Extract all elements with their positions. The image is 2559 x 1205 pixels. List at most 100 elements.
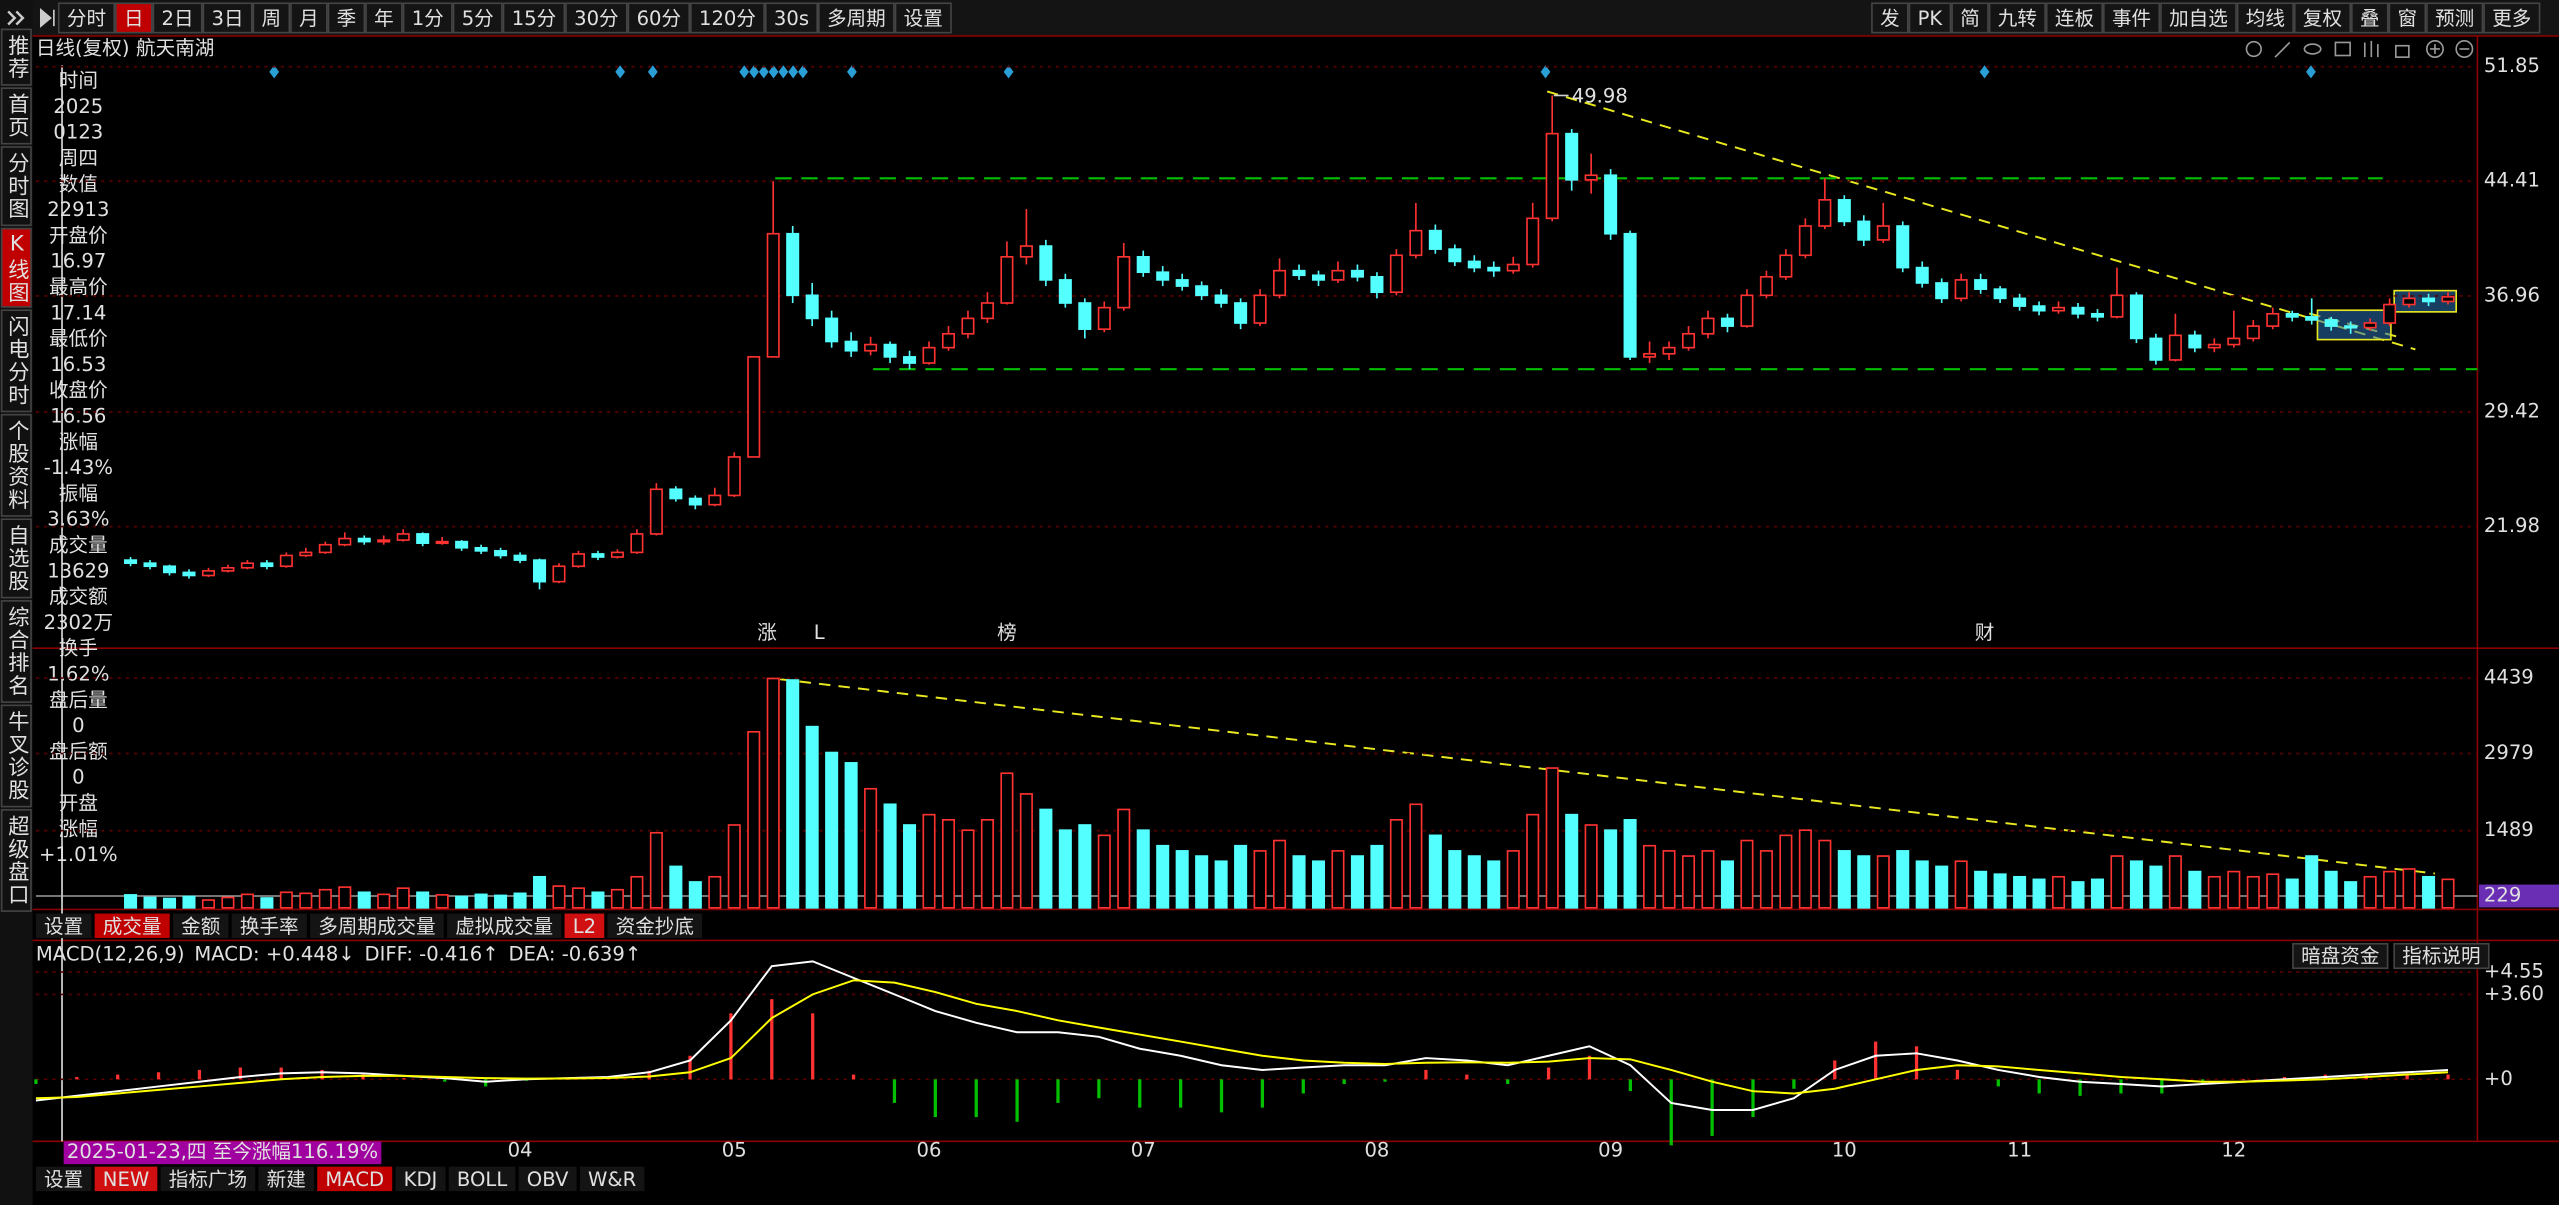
volume-tab-bg[interactable] bbox=[564, 913, 605, 939]
toolbar-item[interactable]: 3日 bbox=[212, 7, 244, 30]
event-diamond[interactable] bbox=[269, 65, 280, 79]
volume-tab-bg[interactable] bbox=[35, 913, 92, 939]
sidebar-item-bg[interactable] bbox=[0, 809, 32, 912]
toolbar-item-bg[interactable] bbox=[365, 2, 403, 34]
toolbar-item[interactable]: 120分 bbox=[699, 7, 756, 30]
toolbar-item[interactable]: 九转 bbox=[1998, 7, 2037, 30]
toolbar-item-bg[interactable] bbox=[502, 2, 566, 34]
volume-tab[interactable]: 多周期成交量 bbox=[318, 915, 435, 938]
toolbar-item[interactable]: 简 bbox=[1960, 7, 1980, 30]
toolbar-item-bg[interactable] bbox=[327, 2, 366, 34]
volume-tab[interactable]: 虚拟成交量 bbox=[455, 915, 553, 938]
event-diamond[interactable] bbox=[739, 65, 750, 79]
play-icon[interactable] bbox=[39, 8, 55, 28]
event-diamond[interactable] bbox=[1540, 65, 1551, 79]
toolbar-item[interactable]: 发 bbox=[1880, 7, 1900, 30]
event-diamond[interactable] bbox=[749, 65, 759, 79]
indicator-tab[interactable]: W&R bbox=[588, 1168, 637, 1191]
toolbar-item[interactable]: 季 bbox=[337, 7, 357, 30]
indicator-tab-bg[interactable] bbox=[518, 1166, 577, 1192]
volume-tab[interactable]: 设置 bbox=[44, 915, 83, 938]
sidebar-item-bg[interactable] bbox=[0, 413, 32, 517]
toolbar-item[interactable]: 30分 bbox=[574, 7, 618, 30]
sidebar-item[interactable]: 闪电分时 bbox=[4, 315, 29, 407]
toolbar-item[interactable]: 均线 bbox=[2246, 7, 2285, 30]
sidebar-item[interactable]: 超级盘口 bbox=[4, 814, 29, 906]
sidebar-item-bg[interactable] bbox=[0, 227, 32, 308]
event-diamond[interactable] bbox=[1979, 65, 1990, 79]
event-diamond[interactable] bbox=[798, 65, 808, 79]
toolbar-item[interactable]: 1分 bbox=[412, 7, 444, 30]
volume-tab-bg[interactable] bbox=[310, 913, 444, 939]
volume-tab-bg[interactable] bbox=[447, 913, 562, 939]
volume-tab-bg[interactable] bbox=[607, 913, 703, 939]
indicator-tab-bg[interactable] bbox=[94, 1166, 158, 1192]
toolbar-item[interactable]: 多周期 bbox=[827, 7, 886, 30]
indicator-tab[interactable]: KDJ bbox=[404, 1168, 438, 1191]
volume-tab-bg[interactable] bbox=[94, 913, 170, 939]
indicator-tab-bg[interactable] bbox=[35, 1166, 92, 1192]
event-marker[interactable]: 涨 bbox=[757, 621, 777, 644]
toolbar-item-bg[interactable] bbox=[1988, 2, 2046, 34]
indicator-tab[interactable]: BOLL bbox=[457, 1168, 507, 1191]
toolbar-item-bg[interactable] bbox=[565, 2, 628, 34]
macd-button-bg[interactable] bbox=[2292, 942, 2389, 970]
event-diamond[interactable] bbox=[758, 65, 769, 79]
sidebar-item-bg[interactable] bbox=[0, 146, 32, 227]
event-diamond[interactable] bbox=[847, 65, 857, 79]
toolbar-item[interactable]: 日 bbox=[124, 7, 144, 30]
toolbar-item[interactable]: 叠 bbox=[2360, 7, 2380, 30]
toolbar-item[interactable]: 复权 bbox=[2303, 7, 2342, 30]
toolbar-item-bg[interactable] bbox=[290, 2, 328, 34]
macd-button[interactable]: 暗盘资金 bbox=[2301, 944, 2380, 967]
toolbar-item[interactable]: 预测 bbox=[2435, 7, 2474, 30]
sidebar-item[interactable]: 牛叉诊股 bbox=[4, 710, 29, 802]
indicator-tab-bg[interactable] bbox=[395, 1166, 446, 1192]
toolbar-item-bg[interactable] bbox=[2483, 2, 2541, 34]
indicator-tab[interactable]: MACD bbox=[325, 1168, 384, 1191]
event-diamond[interactable] bbox=[788, 65, 799, 79]
volume-tab[interactable]: 金额 bbox=[181, 915, 221, 938]
toolbar-item[interactable]: 设置 bbox=[904, 7, 943, 30]
toolbar-item[interactable]: 15分 bbox=[512, 7, 556, 30]
sidebar-item[interactable]: K线图 bbox=[4, 232, 29, 304]
toolbar-item[interactable]: 月 bbox=[299, 7, 319, 30]
toolbar-item-bg[interactable] bbox=[894, 2, 952, 34]
sidebar-item[interactable]: 综合排名 bbox=[4, 605, 29, 697]
indicator-tab[interactable]: 新建 bbox=[267, 1168, 306, 1191]
toolbar-item[interactable]: 连板 bbox=[2055, 7, 2094, 30]
toolbar-item[interactable]: 60分 bbox=[637, 7, 681, 30]
volume-tab[interactable]: 成交量 bbox=[103, 915, 162, 938]
sidebar-item[interactable]: 个股资料 bbox=[4, 420, 29, 511]
chart-tools[interactable] bbox=[2245, 40, 2474, 58]
event-diamond[interactable] bbox=[1003, 65, 1014, 79]
toolbar-item-bg[interactable] bbox=[1871, 2, 1909, 34]
toolbar-item-bg[interactable] bbox=[452, 2, 503, 34]
indicator-tab-bg[interactable] bbox=[258, 1166, 314, 1192]
toolbar-item-bg[interactable] bbox=[202, 2, 253, 34]
toolbar-item-bg[interactable] bbox=[764, 2, 819, 34]
toolbar-item-bg[interactable] bbox=[252, 2, 291, 34]
sidebar-item-bg[interactable] bbox=[0, 600, 32, 703]
event-marker[interactable]: 榜 bbox=[997, 621, 1017, 644]
indicator-tab[interactable]: 指标广场 bbox=[169, 1168, 247, 1191]
toolbar-item[interactable]: PK bbox=[1918, 7, 1944, 30]
event-marker[interactable]: 财 bbox=[1975, 621, 1995, 644]
event-marker[interactable]: L bbox=[814, 621, 825, 644]
toolbar-item-bg[interactable] bbox=[402, 2, 453, 34]
toolbar-item-bg[interactable] bbox=[115, 2, 153, 34]
sidebar-item-bg[interactable] bbox=[0, 87, 32, 145]
toolbar-item[interactable]: 年 bbox=[374, 7, 394, 30]
toolbar-item[interactable]: 窗 bbox=[2398, 7, 2418, 30]
macd-button-bg[interactable] bbox=[2393, 942, 2490, 970]
volume-tab[interactable]: 换手率 bbox=[240, 915, 299, 938]
indicator-tab-bg[interactable] bbox=[448, 1166, 516, 1192]
toolbar-item-bg[interactable] bbox=[2351, 2, 2389, 34]
sidebar-item-bg[interactable] bbox=[0, 28, 32, 86]
toolbar-item-bg[interactable] bbox=[2103, 2, 2161, 34]
sidebar-item[interactable]: 推荐 bbox=[4, 34, 29, 80]
toolbar-item-bg[interactable] bbox=[2426, 2, 2484, 34]
toolbar-item[interactable]: 分时 bbox=[67, 7, 106, 30]
sidebar-item[interactable]: 首页 bbox=[4, 93, 29, 139]
toolbar-item[interactable]: 2日 bbox=[162, 7, 194, 30]
